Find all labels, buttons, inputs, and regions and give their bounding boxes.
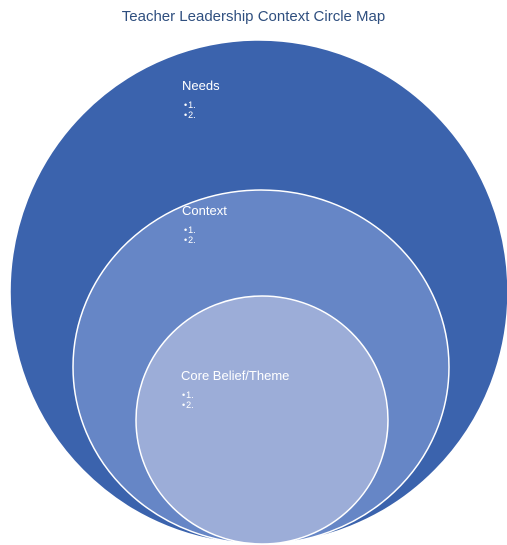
core-belief-item-2: 2.	[182, 400, 194, 410]
inner-circle-core-belief	[135, 295, 389, 545]
needs-item-1: 1.	[184, 100, 196, 110]
needs-list: 1. 2.	[184, 100, 196, 120]
needs-label: Needs	[182, 78, 220, 93]
context-list: 1. 2.	[184, 225, 196, 245]
core-belief-label: Core Belief/Theme	[181, 368, 290, 383]
core-belief-item-1: 1.	[182, 390, 194, 400]
page-title: Teacher Leadership Context Circle Map	[121, 8, 386, 25]
context-item-1: 1.	[184, 225, 196, 235]
context-item-2: 2.	[184, 235, 196, 245]
context-label: Context	[182, 203, 227, 218]
core-belief-list: 1. 2.	[182, 390, 194, 410]
needs-item-2: 2.	[184, 110, 196, 120]
